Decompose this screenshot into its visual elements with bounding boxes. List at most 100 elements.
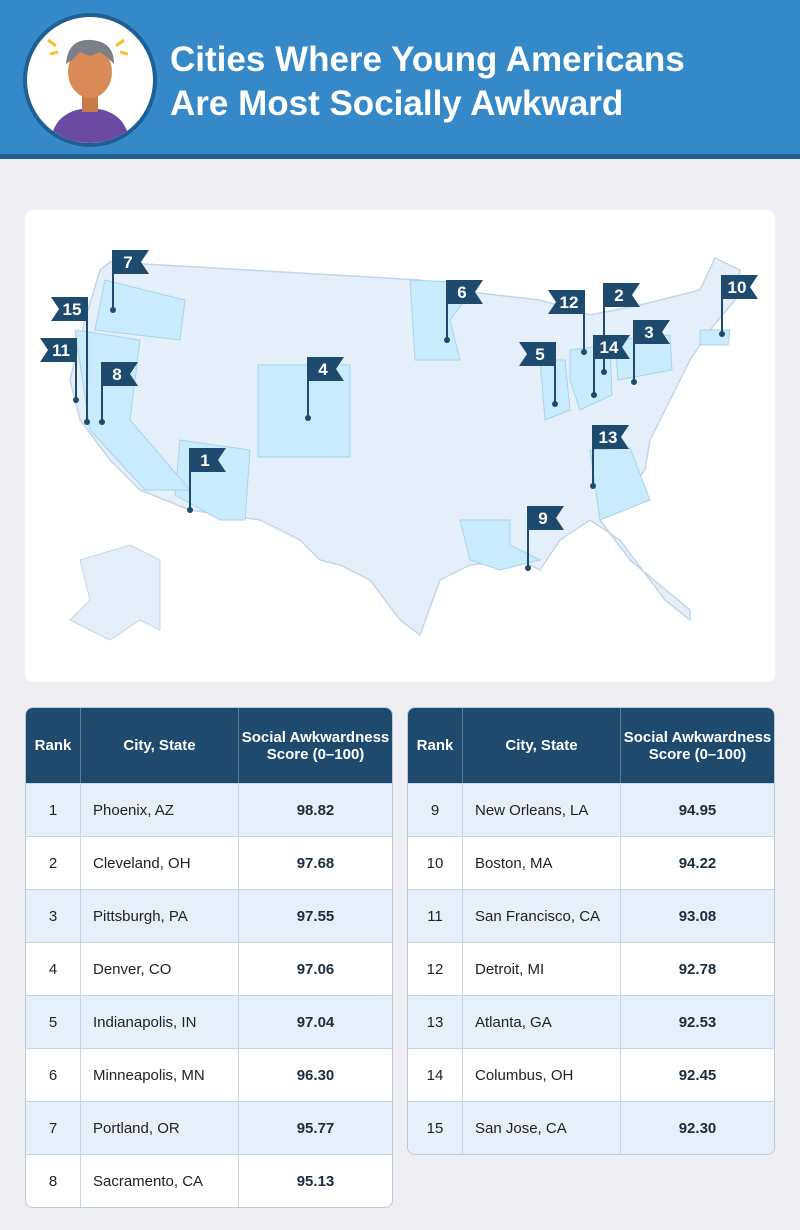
score: 92.30 bbox=[621, 1101, 774, 1154]
flag-label: 12 bbox=[560, 293, 579, 312]
flag-label: 8 bbox=[112, 365, 121, 384]
column-header: Social Awkwardness Score (0–100) bbox=[621, 708, 774, 783]
flag-cloth bbox=[51, 297, 87, 321]
rank-table: Rank City, State Social Awkwardness Score … bbox=[407, 707, 775, 1155]
rank: 12 bbox=[408, 942, 463, 995]
rank: 2 bbox=[26, 836, 81, 889]
rank: 9 bbox=[408, 783, 463, 836]
city: Pittsburgh, PA bbox=[81, 889, 239, 942]
flag-base bbox=[444, 337, 450, 343]
rank: 6 bbox=[26, 1048, 81, 1101]
flag: 13 bbox=[590, 425, 629, 489]
flag-cloth bbox=[519, 342, 555, 366]
flag-base bbox=[719, 331, 725, 337]
column-header: City, State bbox=[81, 708, 239, 783]
flag-base bbox=[591, 392, 597, 398]
rank: 10 bbox=[408, 836, 463, 889]
table-row: 6 Minneapolis, MN 96.30 bbox=[26, 1048, 392, 1101]
flag-base bbox=[601, 369, 607, 375]
city: Cleveland, OH bbox=[81, 836, 239, 889]
flag: 8 bbox=[99, 362, 138, 425]
flag: 12 bbox=[548, 290, 587, 355]
flag-cloth bbox=[528, 506, 564, 530]
table-row: 3 Pittsburgh, PA 97.55 bbox=[26, 889, 392, 942]
city: Boston, MA bbox=[463, 836, 621, 889]
city: Minneapolis, MN bbox=[81, 1048, 239, 1101]
city: Portland, OR bbox=[81, 1101, 239, 1154]
flag: 7 bbox=[110, 250, 149, 313]
table-row: 2 Cleveland, OH 97.68 bbox=[26, 836, 392, 889]
flag-base bbox=[73, 397, 79, 403]
flag-base bbox=[631, 379, 637, 385]
flag-label: 2 bbox=[614, 286, 623, 305]
flag-cloth bbox=[594, 335, 630, 359]
flag-label: 11 bbox=[52, 341, 70, 360]
table-row: 8 Sacramento, CA 95.13 bbox=[26, 1154, 392, 1207]
flag-label: 1 bbox=[200, 451, 209, 470]
table-row: 13 Atlanta, GA 92.53 bbox=[408, 995, 774, 1048]
flag-cloth bbox=[447, 280, 483, 304]
score: 92.53 bbox=[621, 995, 774, 1048]
flag-cloth bbox=[604, 283, 640, 307]
city: Denver, CO bbox=[81, 942, 239, 995]
flag-base bbox=[305, 415, 311, 421]
score: 93.08 bbox=[621, 889, 774, 942]
table-row: 1 Phoenix, AZ 98.82 bbox=[26, 783, 392, 836]
flag: 11 bbox=[40, 338, 79, 403]
flag-cloth bbox=[113, 250, 149, 274]
flag-label: 6 bbox=[457, 283, 466, 302]
flag-base bbox=[581, 349, 587, 355]
score: 97.55 bbox=[239, 889, 392, 942]
table-row: 7 Portland, OR 95.77 bbox=[26, 1101, 392, 1154]
rank: 15 bbox=[408, 1101, 463, 1154]
city: Columbus, OH bbox=[463, 1048, 621, 1101]
flag-label: 5 bbox=[535, 345, 544, 364]
flag-label: 10 bbox=[728, 278, 747, 297]
column-header: Rank bbox=[408, 708, 463, 783]
flag: 6 bbox=[444, 280, 483, 343]
city: San Jose, CA bbox=[463, 1101, 621, 1154]
flag: 4 bbox=[305, 357, 344, 421]
city: New Orleans, LA bbox=[463, 783, 621, 836]
rank: 14 bbox=[408, 1048, 463, 1101]
rank: 8 bbox=[26, 1154, 81, 1207]
score: 94.95 bbox=[621, 783, 774, 836]
flag: 15 bbox=[51, 297, 90, 425]
flag: 1 bbox=[187, 448, 226, 513]
table-row: 9 New Orleans, LA 94.95 bbox=[408, 783, 774, 836]
table-row: 12 Detroit, MI 92.78 bbox=[408, 942, 774, 995]
flag-label: 9 bbox=[538, 509, 547, 528]
rank: 3 bbox=[26, 889, 81, 942]
rank: 7 bbox=[26, 1101, 81, 1154]
flag-base bbox=[110, 307, 116, 313]
flag-base bbox=[525, 565, 531, 571]
flag-label: 3 bbox=[644, 323, 653, 342]
city: Atlanta, GA bbox=[463, 995, 621, 1048]
flag-base bbox=[99, 419, 105, 425]
score: 97.06 bbox=[239, 942, 392, 995]
score: 94.22 bbox=[621, 836, 774, 889]
title-line: Cities Where Young Americans bbox=[170, 40, 685, 79]
flag-label: 4 bbox=[318, 360, 328, 379]
score: 97.68 bbox=[239, 836, 392, 889]
table-row: 14 Columbus, OH 92.45 bbox=[408, 1048, 774, 1101]
header-row: Rank City, State Social Awkwardness Score … bbox=[408, 708, 774, 783]
title-line: Are Most Socially Awkward bbox=[170, 84, 624, 123]
score: 92.78 bbox=[621, 942, 774, 995]
flag-cloth bbox=[102, 362, 138, 386]
map-card: 1 2 3 4 5 6 7 8 9 10 11 12 13 14 15 bbox=[25, 210, 775, 682]
flag: 9 bbox=[525, 506, 564, 571]
column-header: City, State bbox=[463, 708, 621, 783]
city: Phoenix, AZ bbox=[81, 783, 239, 836]
avatar bbox=[23, 13, 157, 147]
score: 92.45 bbox=[621, 1048, 774, 1101]
header-row: Rank City, State Social Awkwardness Score … bbox=[26, 708, 392, 783]
flag-cloth bbox=[308, 357, 344, 381]
score: 95.13 bbox=[239, 1154, 392, 1207]
flag-cloth bbox=[40, 338, 76, 362]
rank: 5 bbox=[26, 995, 81, 1048]
column-header: Rank bbox=[26, 708, 81, 783]
